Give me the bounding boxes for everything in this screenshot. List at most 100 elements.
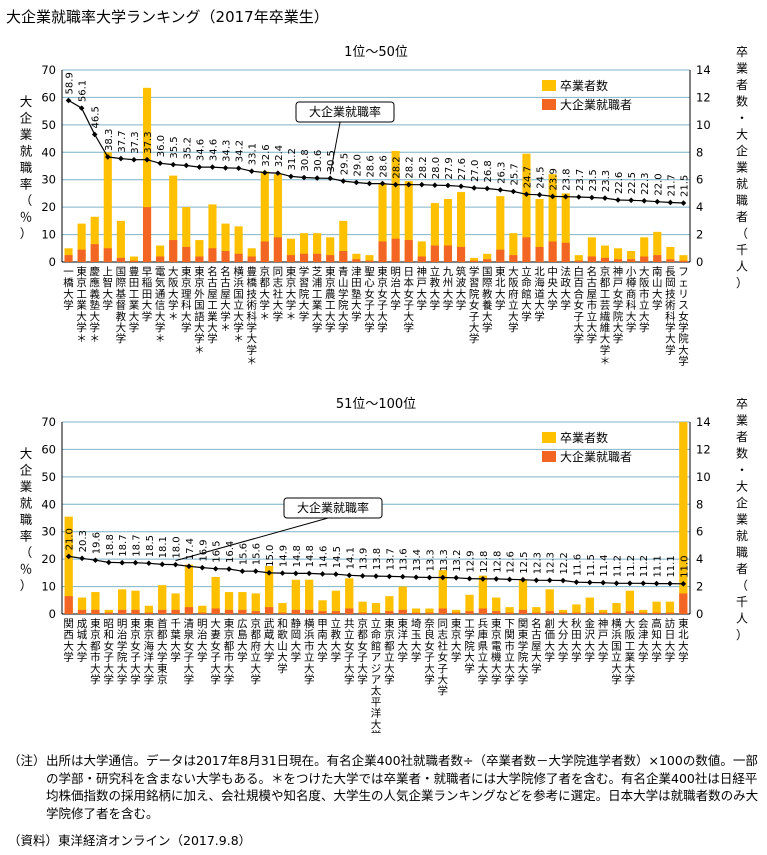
bar-employed: [572, 612, 581, 614]
y2-axis-label-char: （: [736, 579, 748, 593]
rate-point: [293, 570, 299, 577]
legend-swatch-graduates: [542, 80, 556, 91]
x-tick-char: 工: [625, 640, 636, 652]
y2-axis-label-char: 千: [736, 243, 748, 257]
bar-graduates: [470, 257, 479, 262]
rate-point: [222, 165, 229, 171]
x-tick-char: 東: [325, 265, 336, 278]
x-tick-char: 学: [491, 673, 502, 686]
x-tick-char: 院: [469, 287, 480, 300]
x-tick-char: 大: [142, 299, 153, 312]
rate-point: [359, 573, 366, 579]
rate-point: [212, 565, 219, 572]
y-tick-label: 50: [41, 470, 56, 484]
bar-employed: [64, 255, 73, 262]
bar-employed: [496, 249, 505, 262]
x-tick-char: 学: [598, 651, 609, 664]
x-tick-char: 女: [438, 651, 449, 664]
rate-data-label: 12.2: [559, 552, 570, 574]
x-tick-char: 学: [478, 673, 489, 686]
rate-point: [146, 560, 152, 567]
x-tick-char: 立: [430, 265, 441, 278]
x-tick-char: 関: [63, 618, 74, 630]
x-tick-char: 百: [574, 277, 585, 289]
bar-employed: [77, 609, 87, 614]
rate-point: [575, 194, 582, 200]
x-tick-char: 訪: [665, 617, 676, 630]
x-tick-char: 学: [464, 628, 475, 641]
x-tick-char: 屋: [207, 288, 218, 300]
bar-graduates: [430, 203, 439, 262]
x-tick-char: 芝: [312, 265, 323, 278]
x-tick-char: 稲: [142, 277, 153, 289]
bar-employed: [91, 609, 100, 614]
bar-employed: [430, 245, 439, 262]
x-tick-char: 学: [651, 651, 662, 664]
x-tick-char: 大: [478, 662, 489, 675]
y-axis-label: 大企業就職率（ ％）: [20, 446, 33, 593]
bar-employed: [625, 611, 635, 614]
bar-employed: [679, 593, 688, 614]
x-tick-char: 同: [273, 266, 284, 278]
x-tick-char: 古: [531, 628, 542, 641]
x-tick-char: 大: [260, 287, 271, 300]
x-tick-char: 院: [117, 651, 128, 664]
x-tick-char: 命: [371, 628, 382, 641]
x-tick-char: 子: [424, 652, 435, 664]
x-tick-char: ＊: [89, 333, 100, 345]
x-tick-char: 社: [438, 639, 449, 652]
y-axis-label-char: 企: [20, 111, 33, 126]
x-tick-char: 大: [194, 321, 205, 334]
rate-data-label: 29.5: [339, 153, 350, 175]
rate-data-label: 58.9: [65, 72, 76, 94]
x-tick-char: 学: [224, 673, 235, 686]
rate-callout-label: 大企業就職率: [309, 104, 381, 119]
rate-point: [497, 187, 504, 193]
x-tick-char: 歌: [277, 628, 288, 641]
x-tick-char: ＊: [246, 356, 257, 368]
x-tick-char: 業: [129, 299, 140, 312]
rate-data-label: 15.0: [265, 545, 276, 567]
x-tick-char: 阪: [168, 276, 179, 289]
y2-tick-label: 6: [696, 525, 703, 539]
rate-data-label: 16.4: [225, 541, 236, 563]
bar-graduates: [286, 238, 296, 262]
x-tick-char: 学: [63, 651, 74, 664]
bar-graduates: [492, 597, 501, 614]
x-tick-char: リ: [678, 288, 689, 300]
bar-graduates: [305, 579, 314, 614]
x-tick-char: 央: [547, 276, 558, 289]
x-tick-char: 大: [181, 310, 192, 323]
x-tick-char: 工: [600, 288, 611, 300]
rate-data-label: 23.8: [562, 168, 573, 190]
x-tick-char: 治: [117, 628, 128, 641]
rate-data-label: 18.5: [145, 535, 156, 557]
y2-tick-label: 8: [696, 497, 703, 511]
x-tick-char: 東: [286, 265, 297, 278]
x-tick-char: 学: [291, 651, 302, 664]
x-tick-char: 阪: [639, 276, 650, 289]
x-tick-char: 田: [129, 277, 140, 289]
x-tick-char: 大: [273, 299, 284, 312]
y-axis-label-char: 職: [20, 512, 33, 527]
x-tick-char: 東: [157, 662, 168, 675]
x-tick-char: 白: [574, 265, 585, 278]
rate-point: [79, 555, 85, 562]
x-tick-char: 洋: [371, 707, 382, 720]
x-tick-char: 子: [364, 300, 375, 312]
bar-graduates: [358, 601, 367, 614]
bar-employed: [599, 612, 608, 614]
